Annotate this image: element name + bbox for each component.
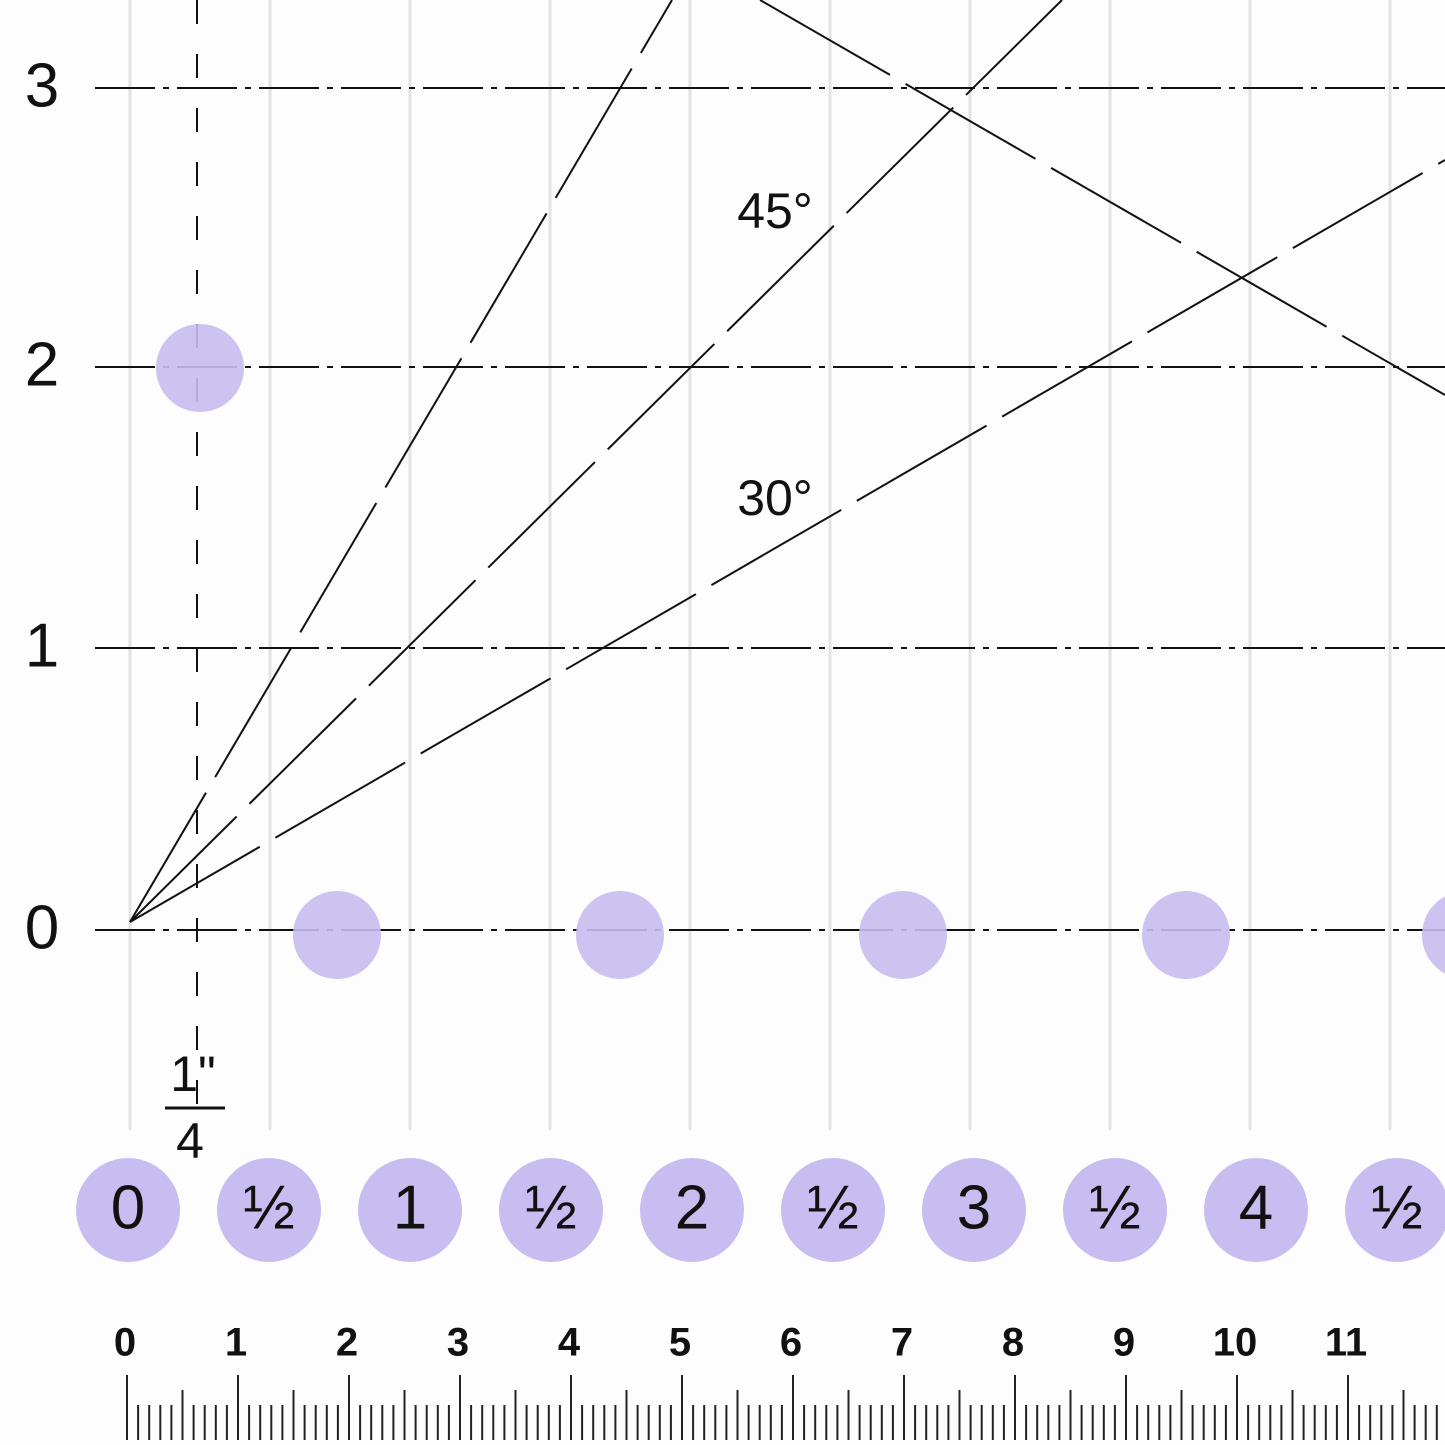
badge-label: ½ bbox=[243, 1173, 295, 1242]
angle-30-line bbox=[129, 159, 1445, 923]
cm-label: 10 bbox=[1213, 1321, 1258, 1365]
badge-label: ½ bbox=[1371, 1173, 1423, 1242]
badge bbox=[1345, 1158, 1445, 1262]
inch-label: 3 bbox=[25, 51, 59, 120]
cm-label: 0 bbox=[114, 1321, 136, 1365]
inch-label: 2 bbox=[25, 330, 59, 399]
dot bbox=[156, 324, 244, 412]
badge bbox=[781, 1158, 885, 1262]
badge-label: 3 bbox=[957, 1173, 991, 1242]
badge-label: 4 bbox=[1239, 1173, 1273, 1242]
dots bbox=[156, 324, 1445, 979]
badge bbox=[640, 1158, 744, 1262]
cm-label: 2 bbox=[336, 1321, 358, 1365]
dot bbox=[576, 891, 664, 979]
cm-label: 1 bbox=[225, 1321, 247, 1365]
badge bbox=[1204, 1158, 1308, 1262]
dot bbox=[1142, 891, 1230, 979]
inch-label: 0 bbox=[25, 893, 59, 962]
dot bbox=[859, 891, 947, 979]
cm-label: 11 bbox=[1325, 1321, 1367, 1365]
badge-label: ½ bbox=[1089, 1173, 1141, 1242]
badge bbox=[922, 1158, 1026, 1262]
cm-label: 9 bbox=[1113, 1321, 1135, 1365]
clear-channels bbox=[128, 0, 1392, 1130]
badge bbox=[358, 1158, 462, 1262]
angle-label: 30° bbox=[737, 470, 813, 526]
mm-ticks bbox=[126, 1375, 1438, 1440]
badge bbox=[217, 1158, 321, 1262]
fraction-numerator: 1" bbox=[170, 1046, 216, 1102]
angle-60-line bbox=[129, 0, 673, 923]
cm-label: 8 bbox=[1002, 1321, 1024, 1365]
cm-label: 3 bbox=[447, 1321, 469, 1365]
grid-lines bbox=[95, 0, 1445, 1110]
cm-label: 4 bbox=[558, 1321, 581, 1365]
cm-label: 5 bbox=[669, 1321, 691, 1365]
dot bbox=[1422, 896, 1445, 974]
angle-label: 45° bbox=[737, 183, 813, 239]
badge bbox=[76, 1158, 180, 1262]
badge-label: 1 bbox=[393, 1173, 427, 1242]
badge-label: ½ bbox=[525, 1173, 577, 1242]
fraction-denominator: 4 bbox=[176, 1113, 204, 1169]
cm-label: 6 bbox=[780, 1321, 802, 1365]
cross-line bbox=[759, 0, 1445, 396]
cm-label: 7 bbox=[891, 1321, 913, 1365]
angle-45-line bbox=[129, 0, 1063, 923]
badge bbox=[1063, 1158, 1167, 1262]
dot bbox=[293, 891, 381, 979]
badge bbox=[499, 1158, 603, 1262]
badge-label: 0 bbox=[111, 1173, 145, 1242]
inch-label: 1 bbox=[25, 611, 59, 680]
badge-label: 2 bbox=[675, 1173, 709, 1242]
badge-label: ½ bbox=[807, 1173, 859, 1242]
